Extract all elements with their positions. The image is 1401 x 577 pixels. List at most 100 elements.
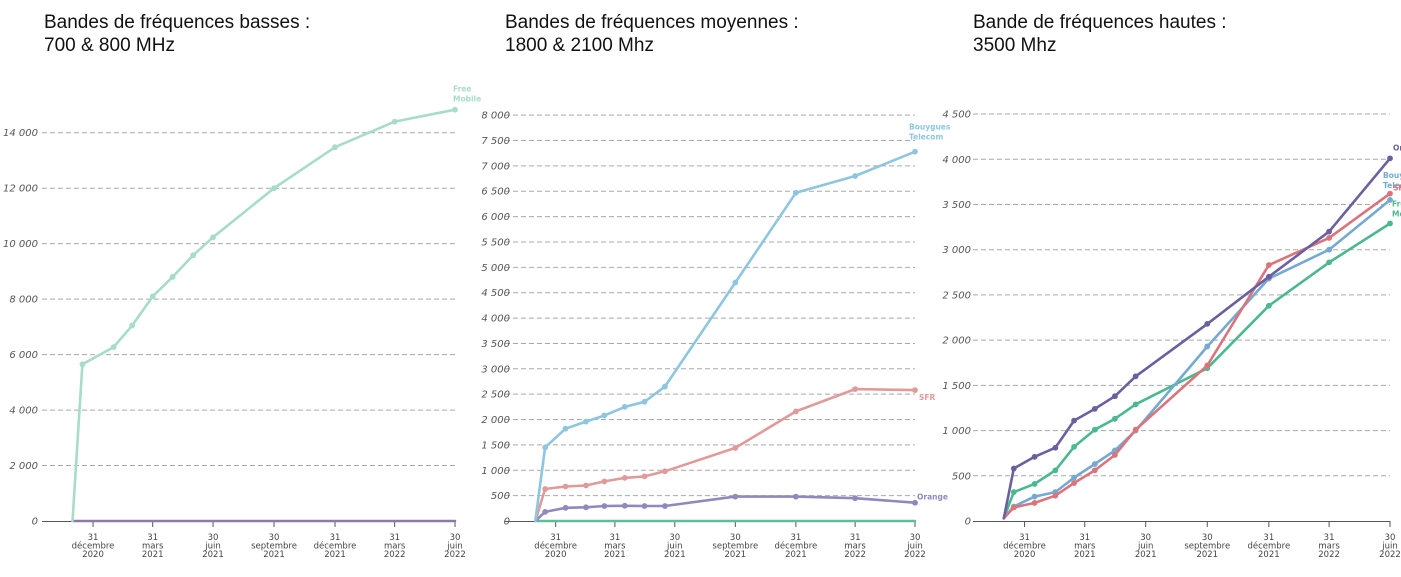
data-point xyxy=(562,483,569,490)
x-tick-label: décembre xyxy=(534,541,577,552)
series-line xyxy=(534,495,917,523)
x-tick-label: 31 xyxy=(1079,533,1090,543)
data-point xyxy=(1071,443,1077,450)
data-point xyxy=(1031,481,1038,487)
y-tick-label: 2 500 xyxy=(481,390,510,401)
x-tick-label: 2022 xyxy=(1379,550,1401,560)
data-point xyxy=(1326,228,1332,235)
x-tick-label: décembre xyxy=(314,541,357,552)
x-tick-label: mars xyxy=(1074,542,1096,552)
data-point xyxy=(542,508,549,515)
series-line xyxy=(534,150,917,523)
y-tick-label: 4 500 xyxy=(481,288,510,299)
data-point xyxy=(621,502,628,509)
x-tick-label: 31 xyxy=(1019,533,1030,543)
y-tick-label: 6 500 xyxy=(481,187,510,198)
data-point xyxy=(1091,467,1098,474)
x-tick-label: 31 xyxy=(389,533,400,543)
x-tick-label: mars xyxy=(142,542,164,552)
data-point xyxy=(332,144,338,151)
series-label: Free xyxy=(453,85,472,94)
chart-title-line-2: 3500 Mhz xyxy=(973,35,1057,56)
data-point xyxy=(1052,444,1059,451)
data-point xyxy=(732,493,739,500)
y-tick-label: 8 000 xyxy=(9,295,38,306)
x-tick-label: juin xyxy=(204,542,221,552)
y-tick-label: 2 500 xyxy=(942,290,971,301)
x-tick-label: 31 xyxy=(88,533,99,543)
x-tick-label: 30 xyxy=(669,533,680,543)
x-tick-label: juin xyxy=(1137,542,1154,552)
data-point xyxy=(601,478,608,485)
x-tick-label: juin xyxy=(446,542,463,552)
y-tick-label: 5 500 xyxy=(481,237,510,248)
y-tick-label: 7 500 xyxy=(481,136,510,147)
x-tick-label: 31 xyxy=(330,533,341,543)
data-point xyxy=(129,322,136,329)
series-line xyxy=(1002,222,1392,520)
data-point xyxy=(732,445,739,451)
series-line xyxy=(534,387,917,523)
x-tick-label: 2021 xyxy=(324,550,346,560)
data-point xyxy=(1132,373,1139,380)
data-point xyxy=(852,173,859,179)
data-point xyxy=(792,408,799,415)
x-tick-label: décembre xyxy=(1003,541,1046,552)
data-point xyxy=(1265,262,1272,268)
x-tick-label: 2021 xyxy=(1196,550,1218,560)
data-point xyxy=(1010,504,1017,511)
y-tick-label: 0 xyxy=(32,517,38,528)
series-label: Orange xyxy=(1393,143,1401,152)
data-point xyxy=(1091,426,1098,433)
series-line xyxy=(1002,192,1392,520)
chart-title-line-2: 1800 & 2100 Mhz xyxy=(505,35,654,56)
data-point xyxy=(169,274,176,280)
data-point xyxy=(662,503,668,509)
data-point xyxy=(792,189,799,196)
x-tick-label: mars xyxy=(604,542,626,552)
y-tick-label: 0 xyxy=(965,517,971,528)
y-tick-label: 3 000 xyxy=(942,245,971,256)
chart-panel-hautes: Bande de fréquences hautes : 3500 Mhz 0 5… xyxy=(930,0,1401,577)
series-label: Free xyxy=(1392,199,1401,208)
data-point xyxy=(912,499,918,506)
y-tick-label: 2 000 xyxy=(9,461,38,472)
series-label: SFR xyxy=(1393,184,1401,193)
y-tick-label: 500 xyxy=(952,471,971,482)
data-point xyxy=(452,106,458,113)
y-tick-label: 4 000 xyxy=(481,314,510,325)
x-tick-label: juin xyxy=(666,542,683,552)
x-tick-label: 2020 xyxy=(545,550,567,560)
chart-panel-basses: Bandes de fréquences basses : 700 & 800 … xyxy=(0,0,481,577)
series-line xyxy=(71,108,457,523)
data-point xyxy=(912,387,918,394)
data-point xyxy=(852,495,859,502)
data-point xyxy=(1204,343,1211,350)
data-point xyxy=(1112,452,1118,458)
x-tick-label: juin xyxy=(1381,542,1398,552)
data-point xyxy=(583,418,589,425)
chart-svg-basses: 0 2 000 4 000 6 000 8 000 10 000 12 000 14 000 3… xyxy=(3,85,481,560)
x-tick-label: mars xyxy=(1318,542,1340,552)
data-point xyxy=(1071,417,1077,424)
x-tick-label: 2022 xyxy=(384,550,406,560)
y-tick-label: 12 000 xyxy=(3,184,38,195)
chart-title: Bande de fréquences hautes : 3500 Mhz xyxy=(973,11,1227,57)
chart-title: Bandes de fréquences basses : 700 & 800 … xyxy=(44,11,310,57)
data-point xyxy=(601,412,608,419)
y-tick-label: 1 500 xyxy=(942,381,971,392)
data-point xyxy=(792,493,799,500)
data-point xyxy=(1204,320,1211,327)
data-point xyxy=(562,425,569,432)
y-tick-label: 4 000 xyxy=(942,155,971,166)
x-tick-label: 30 xyxy=(910,533,921,543)
data-point xyxy=(1265,273,1272,280)
x-tick-label: 2021 xyxy=(785,550,807,560)
x-tick-label: juin xyxy=(906,542,923,552)
series-label: SFR xyxy=(919,393,936,402)
y-tick-label: 3 500 xyxy=(481,339,510,350)
x-tick-label: 31 xyxy=(850,533,861,543)
data-point xyxy=(271,185,277,192)
x-tick-label: septembre xyxy=(1184,542,1230,552)
